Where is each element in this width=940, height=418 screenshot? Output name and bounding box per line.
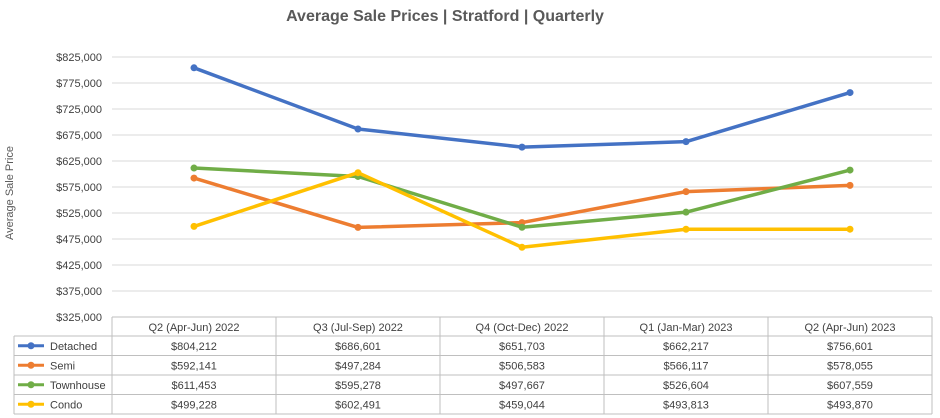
y-tick-label: $575,000 [56,182,102,194]
data-point [190,222,198,230]
table-value-cell: $493,870 [827,399,873,411]
series-line-townhouse [193,166,851,229]
table-value-cell: $526,604 [663,380,709,392]
table-value-cell: $578,055 [827,360,873,372]
legend-key-marker [27,361,35,369]
data-point [354,169,362,177]
table-value-cell: $497,667 [499,380,545,392]
data-point [518,143,526,151]
x-category-label: Q2 (Apr-Jun) 2023 [804,322,895,334]
y-tick-label: $775,000 [56,78,102,90]
y-tick-label: $375,000 [56,286,102,298]
table-value-cell: $756,601 [827,341,873,353]
legend-key-marker [27,342,35,350]
table-value-cell: $662,217 [663,341,709,353]
data-point [682,225,690,233]
y-tick-label: $525,000 [56,208,102,220]
table-value-cell: $497,284 [335,360,381,372]
y-tick-label: $625,000 [56,156,102,168]
y-tick-label: $725,000 [56,104,102,116]
data-point [190,64,198,72]
data-point [354,223,362,231]
legend-series-name: Semi [50,360,75,372]
table-value-cell: $459,044 [499,399,545,411]
table-value-cell: $651,703 [499,341,545,353]
series-line-condo [193,170,851,250]
data-point [846,225,854,233]
data-point [846,89,854,97]
data-point [518,223,526,231]
table-value-cell: $804,212 [171,341,217,353]
data-point [682,208,690,216]
legend-series-name: Townhouse [50,380,106,392]
table-value-cell: $499,228 [171,399,217,411]
data-point [190,174,198,182]
data-point [354,125,362,133]
table-value-cell: $493,813 [663,399,709,411]
legend-series-name: Condo [50,399,82,411]
table-value-cell: $607,559 [827,380,873,392]
data-point [846,166,854,174]
legend-key-marker [27,400,35,408]
data-point [682,188,690,196]
y-tick-label: $475,000 [56,234,102,246]
y-tick-label: $675,000 [56,130,102,142]
data-point [518,243,526,251]
x-category-label: Q3 (Jul-Sep) 2022 [313,322,403,334]
x-category-label: Q2 (Apr-Jun) 2022 [148,322,239,334]
table-value-cell: $611,453 [171,380,216,392]
x-category-label: Q4 (Oct-Dec) 2022 [476,322,569,334]
table-value-cell: $595,278 [335,380,381,392]
y-tick-label: $325,000 [56,312,102,324]
data-point [682,138,690,146]
table-value-cell: $686,601 [335,341,381,353]
chart-title: Average Sale Prices | Stratford | Quarte… [286,8,604,25]
table-value-cell: $506,583 [499,360,545,372]
y-tick-label: $425,000 [56,260,102,272]
data-point [846,181,854,189]
data-point [190,164,198,172]
table-value-cell: $592,141 [171,360,217,372]
table-value-cell: $602,491 [335,399,381,411]
legend-key-marker [27,381,35,389]
x-category-label: Q1 (Jan-Mar) 2023 [640,322,733,334]
y-tick-label: $825,000 [56,52,102,64]
legend-series-name: Detached [50,341,97,353]
table-value-cell: $566,117 [663,360,708,372]
